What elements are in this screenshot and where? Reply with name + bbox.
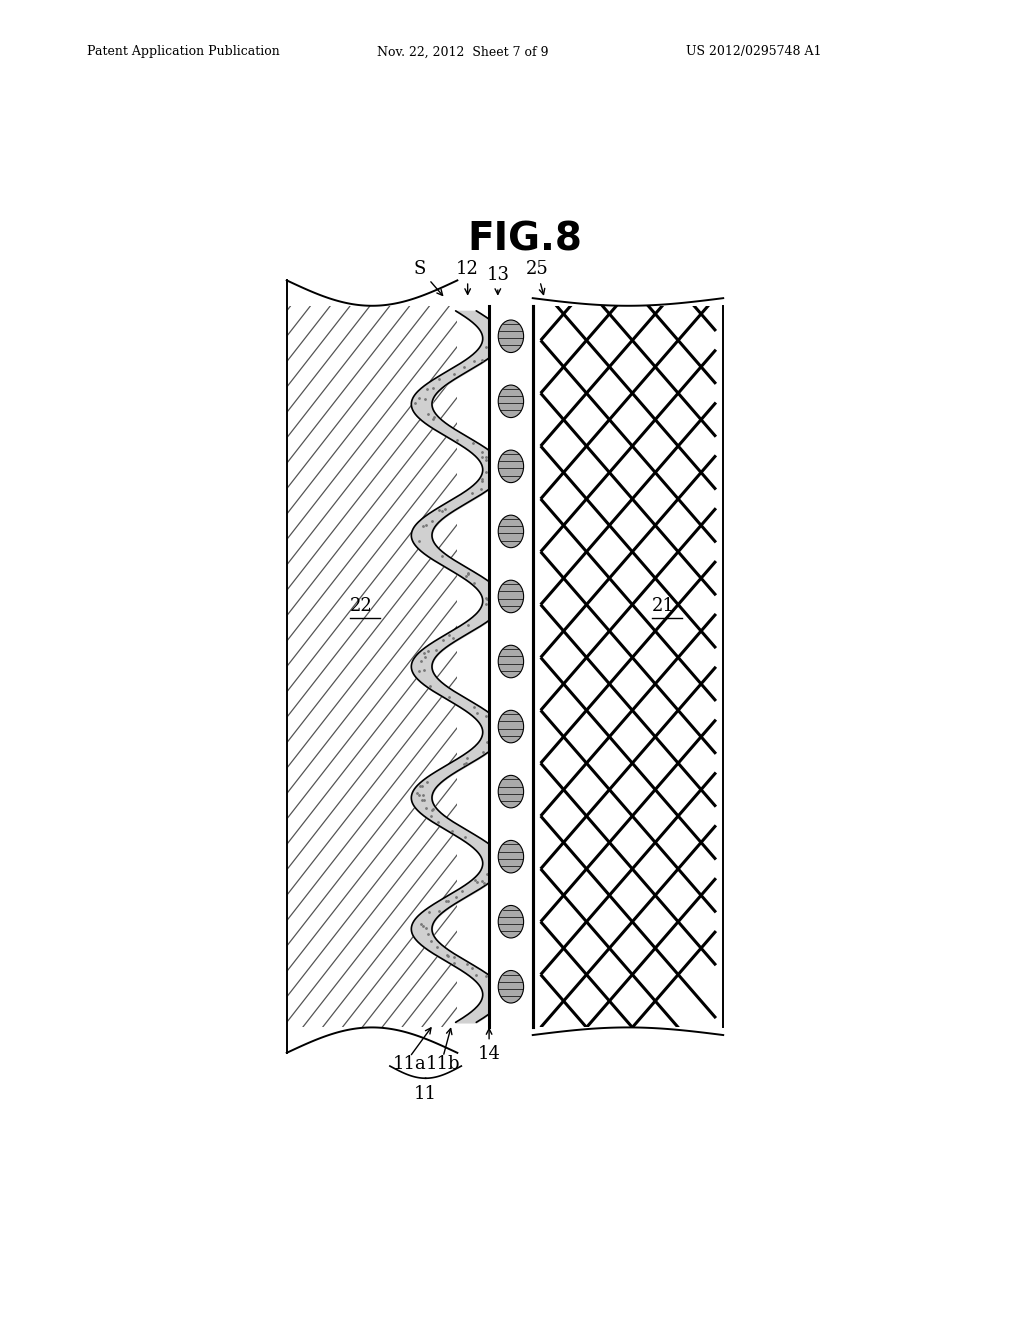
Text: 21: 21 bbox=[652, 597, 675, 615]
Circle shape bbox=[499, 841, 523, 873]
Text: 22: 22 bbox=[350, 597, 373, 615]
Polygon shape bbox=[532, 306, 723, 1027]
Circle shape bbox=[499, 906, 523, 939]
Text: Patent Application Publication: Patent Application Publication bbox=[87, 45, 280, 58]
Circle shape bbox=[499, 581, 523, 612]
Circle shape bbox=[499, 515, 523, 548]
Circle shape bbox=[499, 450, 523, 483]
Text: 14: 14 bbox=[477, 1044, 501, 1063]
Circle shape bbox=[499, 710, 523, 743]
Text: 25: 25 bbox=[525, 260, 548, 294]
Circle shape bbox=[499, 319, 523, 352]
Text: 11a: 11a bbox=[393, 1055, 427, 1073]
Polygon shape bbox=[287, 306, 458, 1027]
Circle shape bbox=[499, 775, 523, 808]
Polygon shape bbox=[489, 306, 532, 1027]
Text: 11b: 11b bbox=[426, 1055, 461, 1073]
Circle shape bbox=[499, 970, 523, 1003]
Text: Nov. 22, 2012  Sheet 7 of 9: Nov. 22, 2012 Sheet 7 of 9 bbox=[377, 45, 548, 58]
Circle shape bbox=[499, 645, 523, 677]
Text: 12: 12 bbox=[457, 260, 479, 294]
Text: FIG.8: FIG.8 bbox=[467, 220, 583, 259]
Text: S: S bbox=[414, 260, 442, 296]
Text: US 2012/0295748 A1: US 2012/0295748 A1 bbox=[686, 45, 821, 58]
Circle shape bbox=[499, 385, 523, 417]
Text: 13: 13 bbox=[486, 267, 509, 294]
Text: 11: 11 bbox=[414, 1085, 437, 1104]
